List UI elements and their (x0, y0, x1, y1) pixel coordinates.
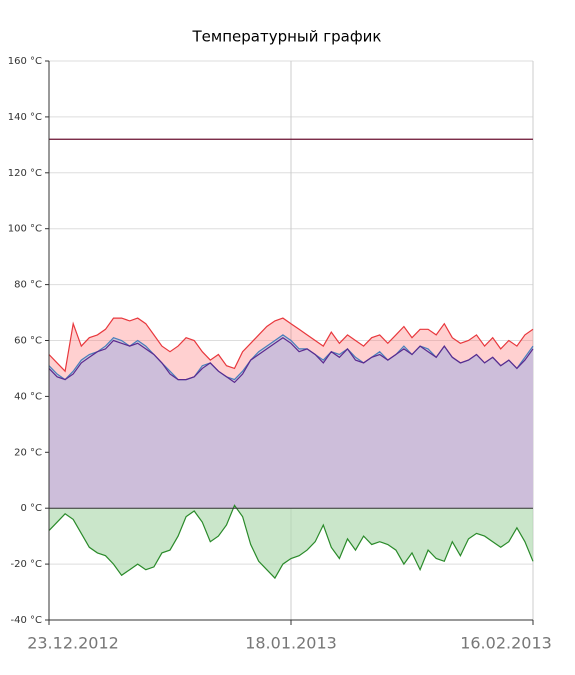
y-tick-label: 20 °C (14, 447, 42, 458)
series-area (49, 505, 533, 579)
x-tick-label: 16.02.2013 (460, 634, 552, 653)
y-tick-label: -40 °C (11, 615, 43, 626)
y-tick-label: 0 °C (20, 503, 42, 514)
y-tick-label: 120 °C (8, 168, 42, 179)
y-tick-label: 40 °C (14, 391, 42, 402)
y-tick-label: 60 °C (14, 336, 42, 347)
x-tick-label: 23.12.2012 (27, 634, 119, 653)
x-tick-label: 18.01.2013 (245, 634, 337, 653)
y-tick-label: 80 °C (14, 280, 42, 291)
y-tick-label: 100 °C (8, 224, 42, 235)
series-line (48, 317, 534, 373)
y-tick-label: 140 °C (8, 112, 42, 123)
series-line (48, 336, 534, 384)
y-tick-label: 160 °C (8, 56, 42, 67)
chart-title: Температурный график (192, 28, 382, 46)
series-area (49, 337, 533, 509)
series-line (48, 504, 534, 580)
y-tick-label: -20 °C (11, 559, 43, 570)
